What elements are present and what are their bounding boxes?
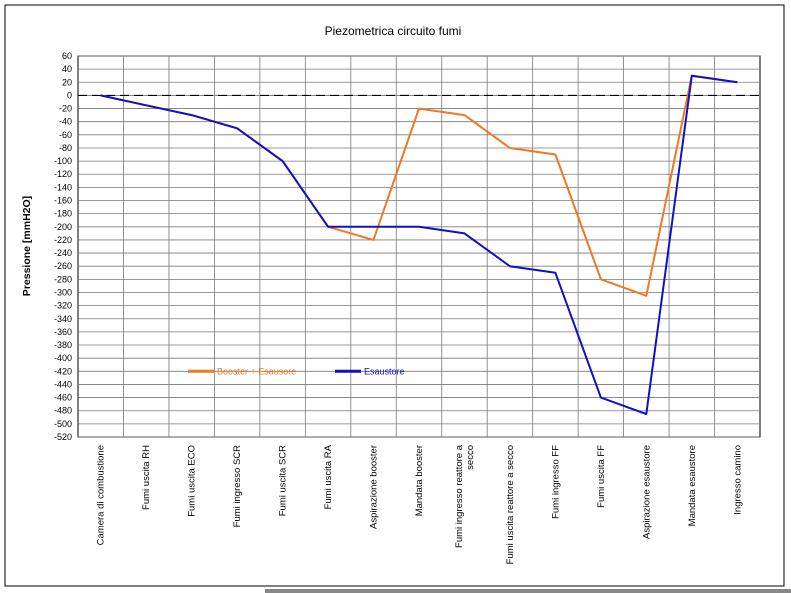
y-tick-label: -480: [54, 406, 72, 416]
y-axis-label: Pressione [mmH2O]: [21, 196, 33, 296]
legend: Booster + Esausore Esaustore: [188, 366, 405, 376]
y-tick-label: -360: [54, 327, 72, 337]
x-category-text: Mandata booster: [414, 445, 425, 516]
y-tick-label: -140: [54, 182, 72, 192]
y-tick-label: 0: [67, 90, 72, 100]
y-tick-label: -420: [54, 366, 72, 376]
x-category-text: Fumi ingresso reattore a: [454, 444, 465, 548]
x-category-text: Fumi uscita FF: [596, 445, 607, 508]
y-tick-label: -300: [54, 287, 72, 297]
y-tick-label: 60: [62, 51, 72, 61]
x-axis-categories: Camera di combustione Fumi uscita RH Fumi …: [96, 444, 744, 564]
y-tick-label: -340: [54, 314, 72, 324]
y-tick-label: -180: [54, 209, 72, 219]
x-category-label: Camera di combustione: [96, 445, 107, 545]
x-category-text: secco: [465, 445, 476, 470]
x-category-label: Fumi ingresso reattore a secco: [454, 444, 476, 548]
x-category-label: Aspirazione esaustore: [641, 445, 652, 539]
x-category-text: Fumi uscita RH: [141, 445, 152, 510]
y-tick-label: -200: [54, 222, 72, 232]
y-tick-label: -240: [54, 248, 72, 258]
y-tick-label: 40: [62, 64, 72, 74]
x-category-label: Mandata booster: [414, 445, 425, 516]
plot-area: [77, 55, 761, 438]
x-category-label: Fumi uscita reattore a secco: [505, 445, 516, 564]
y-tick-label: -120: [54, 169, 72, 179]
y-tick-label: 20: [62, 77, 72, 87]
x-category-text: Mandata esaustore: [687, 445, 698, 526]
y-tick-label: -40: [59, 117, 72, 127]
y-tick-label: -60: [59, 130, 72, 140]
x-category-text: Aspirazione esaustore: [641, 445, 652, 539]
x-category-label: Fumi uscita ECO: [187, 445, 198, 517]
y-tick-label: -220: [54, 235, 72, 245]
y-tick-label: -280: [54, 274, 72, 284]
x-category-text: Camera di combustione: [96, 445, 107, 545]
y-tick-label: -160: [54, 196, 72, 206]
x-category-label: Fumi uscita SCR: [278, 445, 289, 516]
x-category-text: Fumi uscita SCR: [278, 445, 289, 516]
y-tick-label: -100: [54, 156, 72, 166]
y-tick-label: -400: [54, 353, 72, 363]
x-category-text: Fumi uscita reattore a secco: [505, 445, 516, 564]
chart-title: Piezometrica circuito fumi: [325, 24, 462, 38]
x-category-label: Fumi uscita RH: [141, 445, 152, 510]
x-category-label: Mandata esaustore: [687, 445, 698, 526]
y-tick-label: -440: [54, 379, 72, 389]
y-tick-label: -320: [54, 301, 72, 311]
x-category-text: Aspirazione booster: [369, 445, 380, 529]
y-axis-ticks: -520-500-480-460-440-420-400-380-360-340…: [54, 51, 72, 442]
y-tick-label: -380: [54, 340, 72, 350]
y-tick-label: -500: [54, 419, 72, 429]
horizontal-scrollbar[interactable]: [265, 589, 791, 593]
legend-label: Booster + Esausore: [217, 366, 296, 376]
x-category-label: Fumi uscita RA: [323, 444, 334, 509]
y-tick-label: -520: [54, 432, 72, 442]
x-category-label: Fumi uscita FF: [596, 445, 607, 508]
x-category-label: Aspirazione booster: [369, 445, 380, 529]
x-category-text: Fumi uscita ECO: [187, 445, 198, 517]
x-category-text: Ingresso camino: [732, 445, 743, 515]
x-category-text: Fumi uscita RA: [323, 444, 334, 509]
y-tick-label: -260: [54, 261, 72, 271]
x-category-label: Ingresso camino: [732, 445, 743, 515]
y-tick-label: -460: [54, 393, 72, 403]
y-tick-label: -80: [59, 143, 72, 153]
legend-label: Esaustore: [364, 366, 405, 376]
series-lines: [100, 74, 738, 415]
series-line-esaustore: [100, 74, 738, 415]
x-category-text: Fumi ingresso SCR: [232, 445, 243, 527]
x-category-label: Fumi ingresso FF: [550, 445, 561, 519]
x-category-label: Fumi ingresso SCR: [232, 445, 243, 527]
y-tick-label: -20: [59, 104, 72, 114]
x-category-text: Fumi ingresso FF: [550, 445, 561, 519]
